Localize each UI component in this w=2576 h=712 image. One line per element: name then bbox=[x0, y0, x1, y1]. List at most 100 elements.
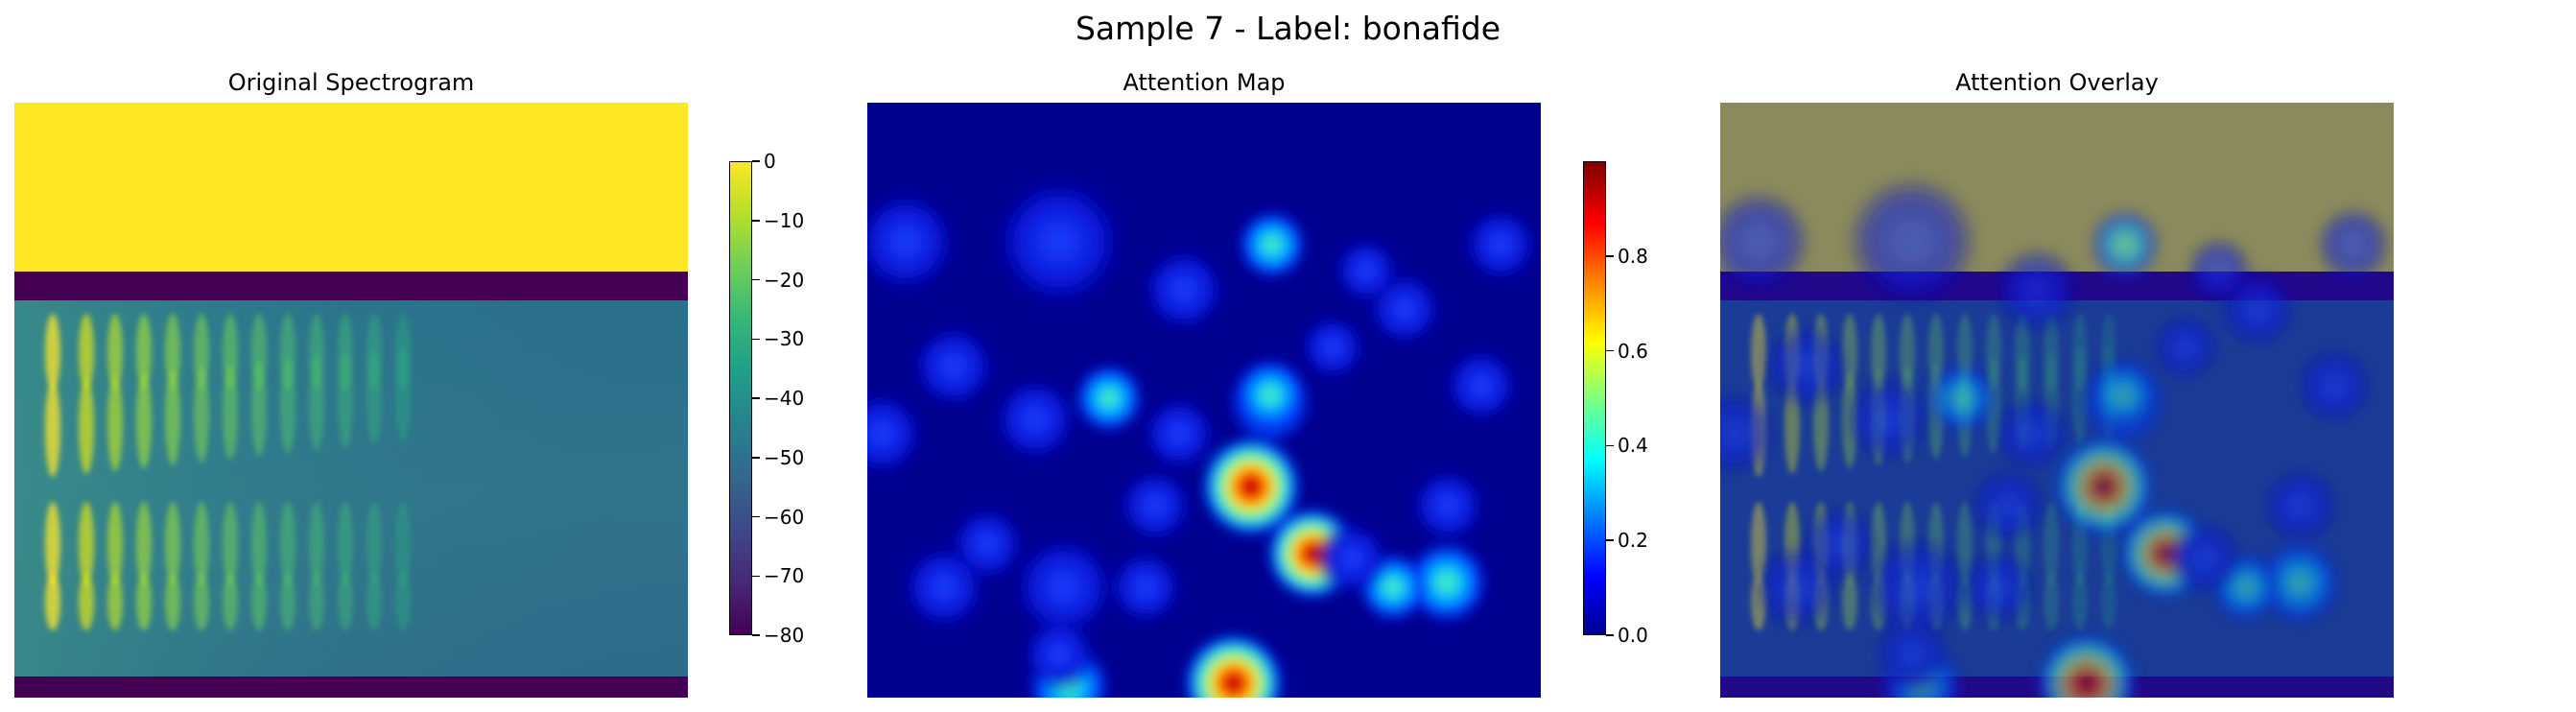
attention-colorbar-tick-label: 0.2 bbox=[1618, 529, 1648, 553]
attention-attention-blob bbox=[1011, 534, 1117, 640]
spectrogram-harmonic bbox=[45, 381, 60, 477]
spectrogram-colorbar-tickmark bbox=[752, 515, 760, 518]
spectrogram-harmonic bbox=[280, 314, 295, 391]
spectrogram-harmonic bbox=[280, 573, 295, 630]
spectrogram-colorbar-tick-label: −80 bbox=[764, 624, 805, 647]
spectrogram-harmonic bbox=[309, 314, 324, 391]
spectrogram-colorbar-tickmark bbox=[752, 634, 760, 636]
attention-title: Attention Map bbox=[1123, 69, 1286, 96]
spectrogram-harmonic bbox=[223, 573, 238, 630]
attention-colorbar-tickmark bbox=[1606, 539, 1614, 541]
spectrogram-harmonic bbox=[309, 573, 324, 630]
attention-map-image bbox=[867, 103, 1541, 698]
spectrogram-harmonic bbox=[251, 314, 267, 391]
spectrogram-colorbar-tick-label: −30 bbox=[764, 327, 805, 351]
spectrogram-harmonic bbox=[165, 573, 180, 630]
overlay-attention-blob bbox=[2051, 434, 2157, 539]
attention-attention-blob bbox=[1236, 208, 1309, 281]
attention-colorbar-tickmark bbox=[1606, 349, 1614, 352]
spectrogram-harmonic bbox=[223, 314, 238, 391]
overlay-harmonic bbox=[1751, 314, 1766, 391]
spectrogram-harmonic bbox=[194, 573, 209, 630]
attention-attention-blob bbox=[1141, 395, 1217, 472]
spectrogram-harmonic bbox=[251, 502, 267, 586]
overlay-attention-blob bbox=[1926, 362, 1998, 435]
padding-band-top bbox=[14, 103, 688, 272]
overlay-harmonic bbox=[2044, 314, 2059, 391]
overlay-attention-blob bbox=[2262, 467, 2339, 544]
attention-attention-blob bbox=[1409, 467, 1486, 544]
spectrogram-harmonic bbox=[223, 364, 238, 460]
overlay-harmonic bbox=[2072, 573, 2088, 630]
overlay-attention-blob bbox=[2089, 208, 2162, 281]
overlay-harmonic bbox=[1871, 314, 1886, 391]
overlay-attention-blob bbox=[2152, 314, 2219, 381]
attention-overlay-image bbox=[1720, 103, 2394, 698]
spectrogram-harmonic bbox=[136, 314, 152, 391]
spectrogram-colorbar-tick-label: −50 bbox=[764, 445, 805, 469]
overlay-attention-blob bbox=[1994, 395, 2070, 472]
overlay-band-top bbox=[1720, 103, 2394, 272]
spectrogram-svg bbox=[14, 103, 688, 698]
attention-colorbar-tick-label: 0.6 bbox=[1618, 339, 1648, 363]
spectrogram-colorbar-tickmark bbox=[752, 397, 760, 399]
spectrogram-harmonic bbox=[165, 369, 180, 465]
spectrogram-colorbar-tick-label: 0 bbox=[764, 150, 776, 173]
spectrogram-harmonic bbox=[395, 314, 411, 391]
overlay-attention-blob bbox=[1845, 175, 1979, 309]
spectrogram-colorbar-tick-label: −70 bbox=[764, 564, 805, 588]
spectrogram-harmonic bbox=[165, 502, 180, 586]
spectrogram-colorbar-tickmark bbox=[752, 220, 760, 222]
spectrogram-harmonic bbox=[165, 314, 180, 391]
overlay-harmonic bbox=[2044, 502, 2059, 586]
spectrogram-harmonic bbox=[395, 502, 411, 586]
overlay-attention-blob bbox=[1720, 189, 1811, 295]
spectrogram-harmonic bbox=[107, 502, 123, 586]
padding-band-bottom bbox=[14, 676, 688, 698]
attention-colorbar-tickmark bbox=[1606, 444, 1614, 447]
spectrogram-colorbar bbox=[729, 161, 752, 635]
overlay-attention-blob bbox=[2085, 357, 2162, 434]
overlay-harmonic bbox=[2015, 314, 2030, 391]
spectrogram-harmonic bbox=[79, 314, 94, 391]
attention-attention-blob bbox=[1198, 434, 1304, 539]
overlay-attention-blob bbox=[1754, 544, 1840, 630]
overlay-attention-blob bbox=[1994, 247, 2080, 333]
spectrogram-harmonic bbox=[395, 573, 411, 630]
attention-attention-blob bbox=[992, 175, 1126, 309]
overlay-attention-blob bbox=[1720, 391, 1778, 477]
overlay-attention-blob bbox=[1864, 534, 1970, 640]
attention-attention-blob bbox=[867, 391, 925, 477]
spectrogram-harmonic bbox=[338, 573, 353, 630]
spectrogram-colorbar-tick-label: −40 bbox=[764, 387, 805, 410]
spectrogram-harmonic bbox=[107, 314, 123, 391]
spectrogram-colorbar-tickmark bbox=[752, 457, 760, 459]
attention-colorbar-tick-label: 0.4 bbox=[1618, 434, 1648, 458]
spectrogram-harmonic bbox=[194, 502, 209, 586]
spectrogram-harmonic bbox=[79, 502, 94, 586]
attention-attention-blob bbox=[1181, 630, 1287, 698]
spectrogram-harmonic bbox=[107, 573, 123, 630]
attention-colorbar bbox=[1583, 161, 1606, 635]
attention-colorbar-tick-label: 0.0 bbox=[1618, 624, 1648, 647]
attention-attention-blob bbox=[1333, 237, 1400, 304]
attention-colorbar-tickmark bbox=[1606, 255, 1614, 257]
figure-title: Sample 7 - Label: bonafide bbox=[1075, 10, 1501, 47]
spectrogram-harmonic bbox=[136, 502, 152, 586]
overlay-svg bbox=[1720, 103, 2394, 698]
overlay-attention-blob bbox=[1970, 467, 2046, 544]
overlay-attention-blob bbox=[2315, 206, 2392, 283]
overlay-attention-blob bbox=[1763, 323, 1850, 410]
spectrogram-harmonic bbox=[136, 372, 152, 468]
spectrogram-colorbar-tickmark bbox=[752, 575, 760, 577]
attention-attention-blob bbox=[901, 544, 987, 630]
spectrogram-harmonic bbox=[280, 502, 295, 586]
spectrogram-harmonic bbox=[45, 502, 60, 586]
attention-attention-blob bbox=[1313, 520, 1390, 597]
spectrogram-colorbar-tickmark bbox=[752, 160, 760, 162]
overlay-attention-blob bbox=[1845, 376, 1931, 463]
spectrogram-image bbox=[14, 103, 688, 698]
attention-attention-blob bbox=[992, 376, 1078, 463]
overlay-attention-blob bbox=[1874, 616, 1950, 693]
spectrogram-title: Original Spectrogram bbox=[227, 69, 475, 96]
